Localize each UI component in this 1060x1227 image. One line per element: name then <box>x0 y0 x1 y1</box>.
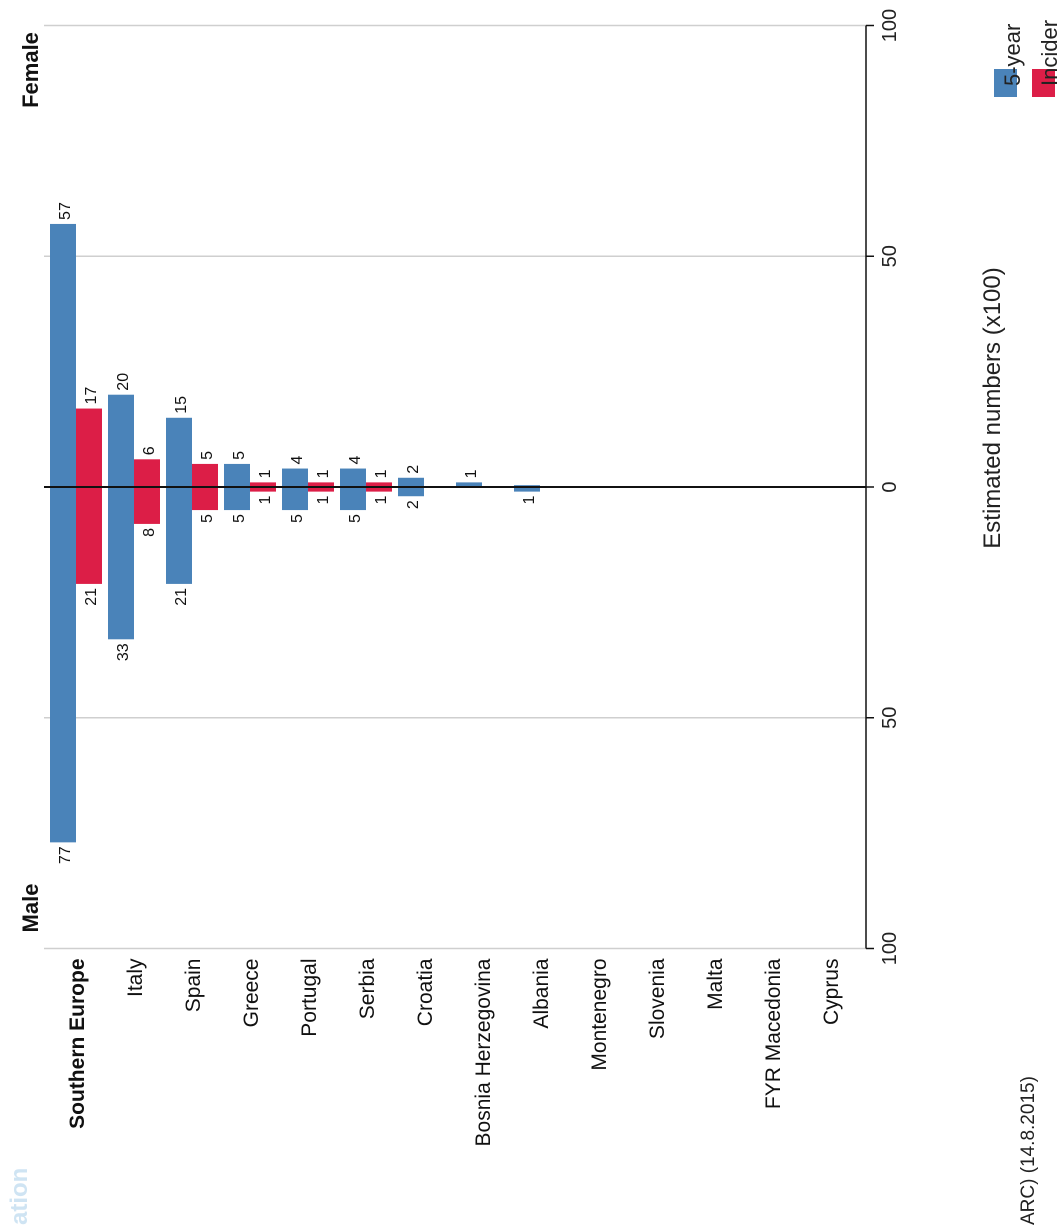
category-label-greece: Greece <box>240 959 263 1028</box>
category-label-slovenia: Slovenia <box>646 958 669 1039</box>
data-label-prevalence-male-spain: 21 <box>173 588 190 606</box>
category-label-albania: Albania <box>530 958 553 1028</box>
bar-incidence-male-greece <box>250 487 276 492</box>
data-label-incidence-male-italy: 8 <box>141 528 158 537</box>
data-label-incidence-male-greece: 1 <box>257 496 274 505</box>
bar-prevalence-female-bosnia-herzegovina <box>456 482 482 487</box>
bars <box>44 223 866 843</box>
bar-prevalence-female-italy <box>108 394 134 487</box>
data-label-prevalence-female-croatia: 2 <box>405 465 422 474</box>
data-label-incidence-female-greece: 1 <box>257 469 274 478</box>
data-label-prevalence-female-spain: 15 <box>173 396 190 414</box>
bar-prevalence-male-greece <box>224 487 250 511</box>
legend-label-prevalence: 5-year <box>1000 24 1025 86</box>
bar-incidence-female-portugal <box>308 482 334 487</box>
data-label-prevalence-female-serbia: 4 <box>347 456 364 465</box>
bar-incidence-female-serbia <box>366 482 392 487</box>
data-label-prevalence-female-bosnia-herzegovina: 1 <box>463 469 480 478</box>
data-label-prevalence-female-italy: 20 <box>115 373 132 391</box>
category-label-bosnia-herzegovina: Bosnia Herzegovina <box>472 958 495 1146</box>
legend-label-incidence: Incider <box>1037 20 1060 86</box>
axis-title: Estimated numbers (x100) <box>979 267 1006 548</box>
legend-swatch-prevalence <box>994 69 1017 97</box>
category-label-serbia: Serbia <box>356 958 379 1019</box>
bar-incidence-female-italy <box>134 459 160 487</box>
bar-prevalence-female-greece <box>224 463 250 487</box>
tick-label-female-0: 0 <box>879 481 901 492</box>
category-label-spain: Spain <box>182 959 205 1013</box>
bar-incidence-male-italy <box>134 487 160 524</box>
bar-prevalence-male-spain <box>166 487 192 584</box>
data-label-prevalence-female-portugal: 4 <box>289 456 306 465</box>
male-label: Male <box>18 884 43 933</box>
data-label-incidence-male-southern-europe: 21 <box>83 588 100 606</box>
bar-prevalence-female-serbia <box>340 468 366 487</box>
data-label-incidence-female-serbia: 1 <box>373 469 390 478</box>
data-label-incidence-male-portugal: 1 <box>315 496 332 505</box>
data-label-prevalence-male-southern-europe: 77 <box>57 846 74 864</box>
data-label-prevalence-female-greece: 5 <box>231 451 248 460</box>
corner-faded-text: ation <box>6 1168 33 1225</box>
bar-incidence-male-spain <box>192 487 218 511</box>
bar-prevalence-female-croatia <box>398 477 424 487</box>
data-label-prevalence-male-greece: 5 <box>231 514 248 523</box>
data-label-prevalence-male-portugal: 5 <box>289 514 306 523</box>
bar-prevalence-female-portugal <box>282 468 308 487</box>
data-label-incidence-female-southern-europe: 17 <box>83 387 100 405</box>
data-label-incidence-female-italy: 6 <box>141 446 158 455</box>
bar-incidence-female-spain <box>192 463 218 487</box>
bar-incidence-male-serbia <box>366 487 392 492</box>
bar-prevalence-male-portugal <box>282 487 308 511</box>
bar-prevalence-female-southern-europe <box>50 223 76 487</box>
data-label-prevalence-male-albania: 1 <box>521 496 538 505</box>
bar-prevalence-male-southern-europe <box>50 487 76 843</box>
data-label-prevalence-male-serbia: 5 <box>347 514 364 523</box>
tick-label-male-50: 50 <box>879 707 901 729</box>
bar-incidence-male-portugal <box>308 487 334 492</box>
data-label-prevalence-female-southern-europe: 57 <box>57 202 74 220</box>
data-label-prevalence-male-italy: 33 <box>115 643 132 661</box>
bar-prevalence-male-albania <box>514 487 540 492</box>
tick-label-male-100: 100 <box>879 932 901 965</box>
tick-label-female-100: 100 <box>879 9 901 42</box>
bar-prevalence-male-serbia <box>340 487 366 511</box>
bar-prevalence-male-italy <box>108 487 134 640</box>
category-label-southern-europe: Southern Europe <box>66 959 89 1129</box>
category-label-malta: Malta <box>704 958 727 1010</box>
legend: 5-year Incider <box>994 20 1060 97</box>
category-label-cyprus: Cyprus <box>820 959 843 1026</box>
bar-incidence-female-greece <box>250 482 276 487</box>
data-label-incidence-female-spain: 5 <box>199 451 216 460</box>
female-label: Female <box>18 32 43 108</box>
category-label-italy: Italy <box>124 958 147 997</box>
bar-prevalence-female-spain <box>166 417 192 487</box>
bar-incidence-male-southern-europe <box>76 487 102 584</box>
category-label-fyr-macedonia: FYR Macedonia <box>762 958 785 1109</box>
data-label-incidence-male-spain: 5 <box>199 514 216 523</box>
bar-incidence-female-southern-europe <box>76 408 102 487</box>
category-label-croatia: Croatia <box>414 958 437 1026</box>
category-label-portugal: Portugal <box>298 959 321 1037</box>
category-label-montenegro: Montenegro <box>588 959 611 1071</box>
bar-prevalence-male-croatia <box>398 487 424 497</box>
data-label-incidence-male-serbia: 1 <box>373 496 390 505</box>
data-label-incidence-female-portugal: 1 <box>315 469 332 478</box>
data-label-prevalence-male-croatia: 2 <box>405 500 422 509</box>
source-note: ARC) (14.8.2015) <box>1018 1076 1039 1225</box>
legend-swatch-incidence <box>1032 69 1055 97</box>
tick-label-female-50: 50 <box>879 245 901 267</box>
